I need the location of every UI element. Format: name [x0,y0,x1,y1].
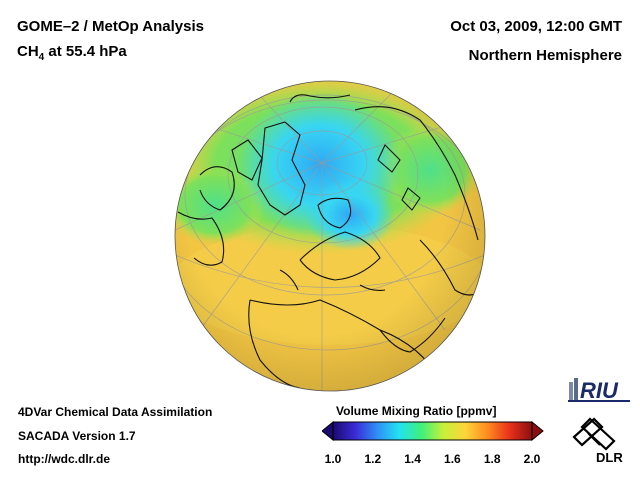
colorbar-high-arrow [531,420,544,442]
map-disc [175,81,485,391]
species-level-label: CH4 at 55.4 hPa [17,43,127,63]
colorbar-title: Volume Mixing Ratio [ppmv] [336,404,497,418]
method-label: 4DVar Chemical Data Assimilation [18,405,213,419]
dlr-logo: DLR [572,417,623,465]
colorbar-tick-label: 1.4 [404,452,421,466]
dlr-logo-text: DLR [596,450,623,465]
globe-edge [174,80,486,392]
species-subscript: 4 [38,52,45,63]
colorbar [322,420,544,442]
region-label: Northern Hemisphere [468,47,622,64]
website-link[interactable]: http://wdc.dlr.de [18,452,110,466]
date-label: Oct 03, 2009, 12:00 GMT [450,18,622,35]
pressure-level: at 55.4 hPa [44,43,127,60]
version-label: SACADA Version 1.7 [18,429,136,443]
colorbar-tick-label: 2.0 [523,452,541,466]
analysis-title: GOME–2 / MetOp Analysis [17,18,204,35]
colorbar-low-arrow [322,420,334,442]
colorbar-scale [332,421,533,441]
species-name: CH [17,43,39,60]
colorbar-tick-label: 1.6 [444,452,461,466]
colorbar-tick-label: 1.8 [483,452,501,466]
globe-shading [175,81,485,391]
colorbar-tick-label: 1.2 [364,452,382,466]
riu-logo-text: RIU [580,378,619,403]
colorbar-tick-label: 1.0 [324,452,342,466]
riu-logo: RIU [568,378,630,403]
